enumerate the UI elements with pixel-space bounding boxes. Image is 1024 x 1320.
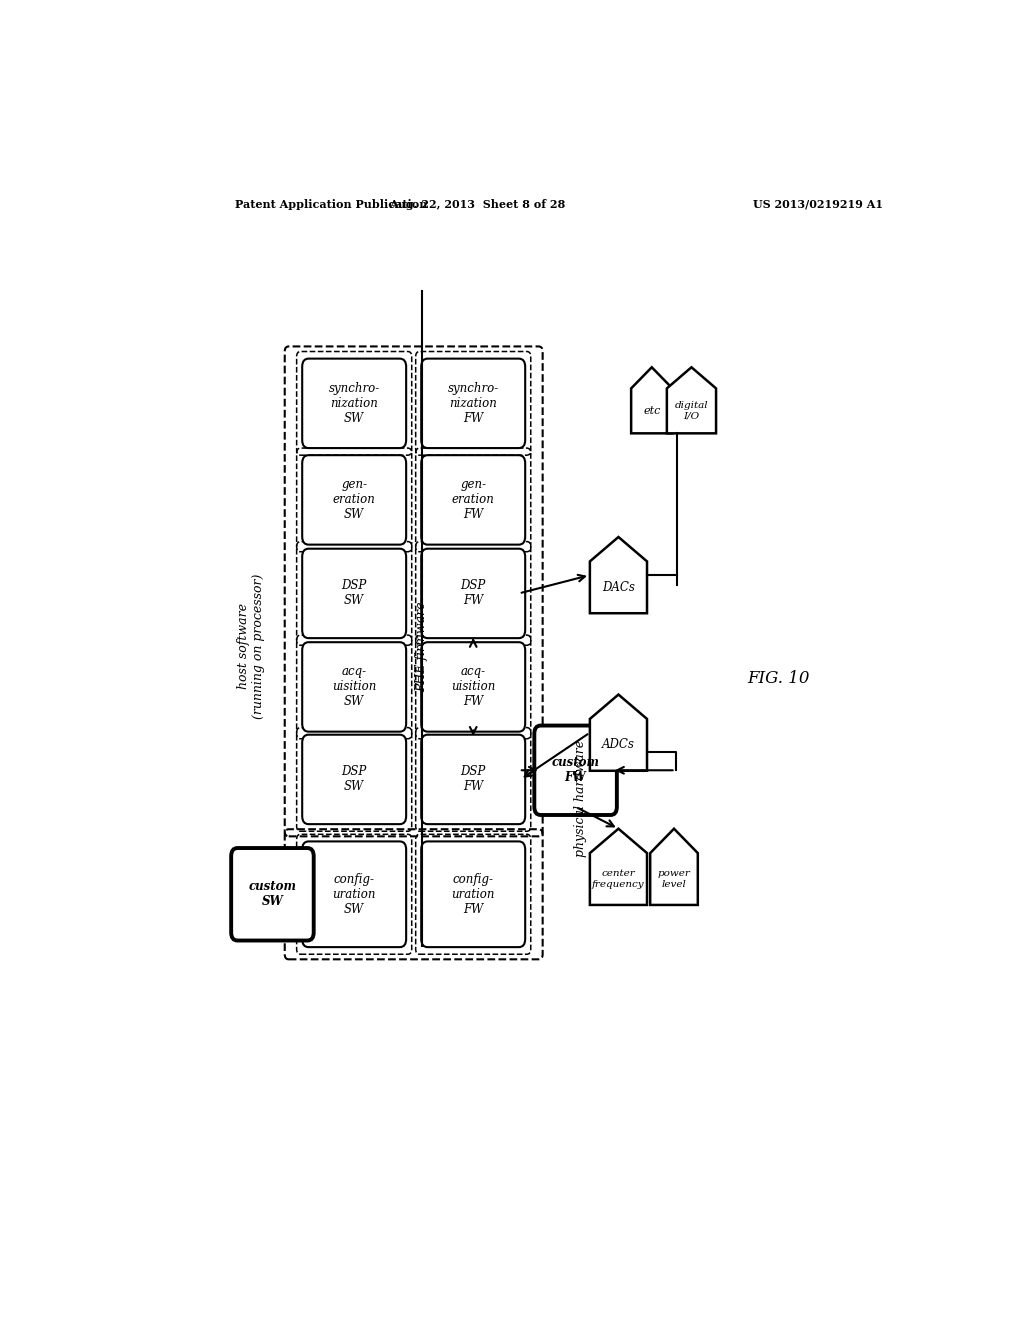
FancyBboxPatch shape bbox=[302, 735, 407, 824]
Polygon shape bbox=[650, 829, 697, 906]
Text: custom
FW: custom FW bbox=[552, 756, 599, 784]
Text: custom
SW: custom SW bbox=[249, 880, 296, 908]
FancyBboxPatch shape bbox=[421, 455, 525, 545]
Text: synchro-
nization
FW: synchro- nization FW bbox=[447, 381, 499, 425]
Text: DSP
FW: DSP FW bbox=[461, 579, 485, 607]
Text: config-
uration
SW: config- uration SW bbox=[333, 873, 376, 916]
FancyBboxPatch shape bbox=[421, 359, 525, 447]
Polygon shape bbox=[590, 694, 647, 771]
FancyBboxPatch shape bbox=[535, 726, 616, 814]
Text: Aug. 22, 2013  Sheet 8 of 28: Aug. 22, 2013 Sheet 8 of 28 bbox=[389, 198, 565, 210]
FancyBboxPatch shape bbox=[302, 359, 407, 447]
Text: config-
uration
FW: config- uration FW bbox=[452, 873, 495, 916]
FancyBboxPatch shape bbox=[302, 643, 407, 731]
FancyBboxPatch shape bbox=[421, 643, 525, 731]
Text: center
frequency: center frequency bbox=[592, 870, 645, 888]
Text: digital
I/O: digital I/O bbox=[675, 401, 709, 421]
Text: PHE firmware: PHE firmware bbox=[415, 601, 428, 692]
Text: host software
(running on processor): host software (running on processor) bbox=[237, 574, 265, 719]
FancyBboxPatch shape bbox=[231, 847, 313, 941]
Text: gen-
eration
FW: gen- eration FW bbox=[452, 478, 495, 521]
FancyBboxPatch shape bbox=[302, 455, 407, 545]
Text: etc: etc bbox=[643, 405, 660, 416]
FancyBboxPatch shape bbox=[421, 735, 525, 824]
Text: DSP
SW: DSP SW bbox=[342, 579, 367, 607]
Text: physical hardware: physical hardware bbox=[573, 741, 587, 857]
Polygon shape bbox=[631, 367, 673, 433]
Text: acq-
uisition
SW: acq- uisition SW bbox=[332, 665, 377, 709]
Text: DACs: DACs bbox=[602, 581, 635, 594]
Text: Patent Application Publication: Patent Application Publication bbox=[236, 198, 427, 210]
Polygon shape bbox=[590, 537, 647, 614]
Polygon shape bbox=[667, 367, 716, 433]
FancyBboxPatch shape bbox=[421, 549, 525, 638]
FancyBboxPatch shape bbox=[302, 841, 407, 948]
Text: US 2013/0219219 A1: US 2013/0219219 A1 bbox=[754, 198, 884, 210]
Text: FIG. 10: FIG. 10 bbox=[748, 671, 810, 688]
Text: ADCs: ADCs bbox=[602, 738, 635, 751]
Text: power
level: power level bbox=[657, 870, 690, 888]
Text: acq-
uisition
FW: acq- uisition FW bbox=[451, 665, 496, 709]
Text: DSP
FW: DSP FW bbox=[461, 766, 485, 793]
Text: gen-
eration
SW: gen- eration SW bbox=[333, 478, 376, 521]
Text: DSP
SW: DSP SW bbox=[342, 766, 367, 793]
Text: synchro-
nization
SW: synchro- nization SW bbox=[329, 381, 380, 425]
FancyBboxPatch shape bbox=[302, 549, 407, 638]
Polygon shape bbox=[590, 829, 647, 906]
FancyBboxPatch shape bbox=[421, 841, 525, 948]
